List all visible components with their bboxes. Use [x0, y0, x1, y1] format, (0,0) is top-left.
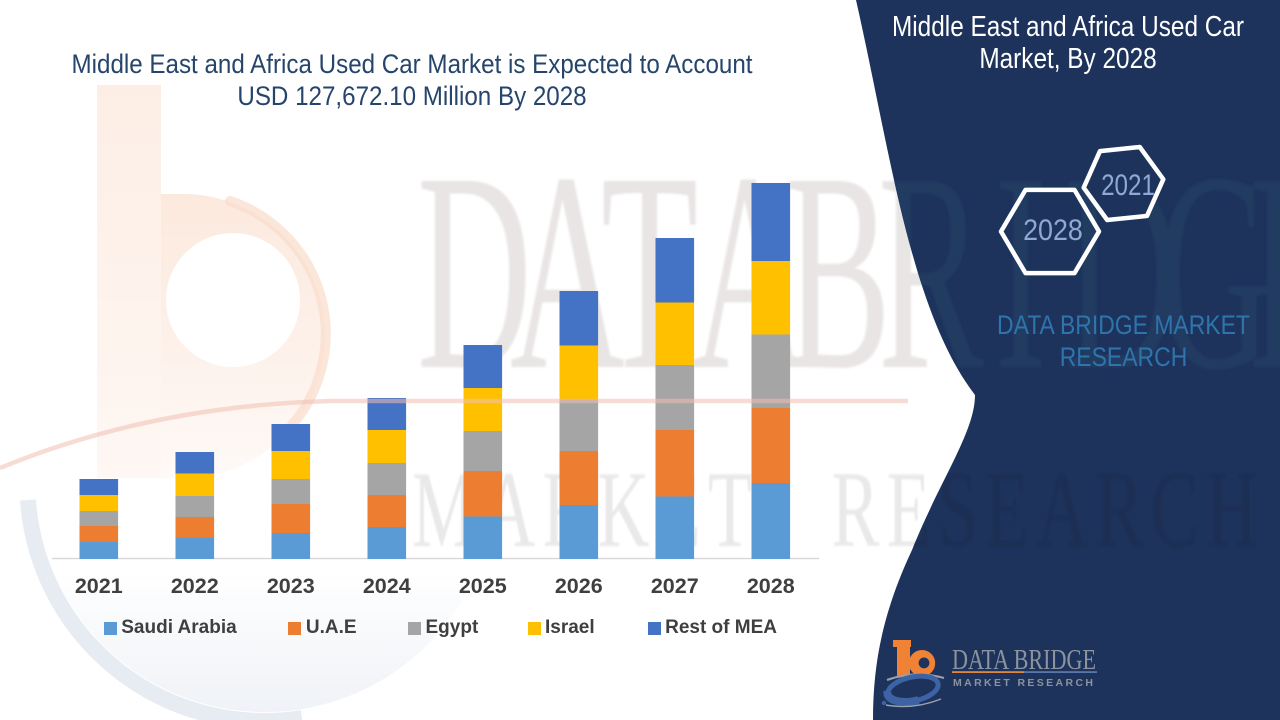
svg-text:G: G — [1157, 114, 1272, 429]
svg-text:DATA BRIDGE: DATA BRIDGE — [952, 645, 1096, 676]
svg-text:E: E — [1249, 114, 1280, 429]
svg-text:B: B — [785, 114, 891, 429]
svg-text:MARKET RESEARCH: MARKET RESEARCH — [953, 677, 1093, 689]
